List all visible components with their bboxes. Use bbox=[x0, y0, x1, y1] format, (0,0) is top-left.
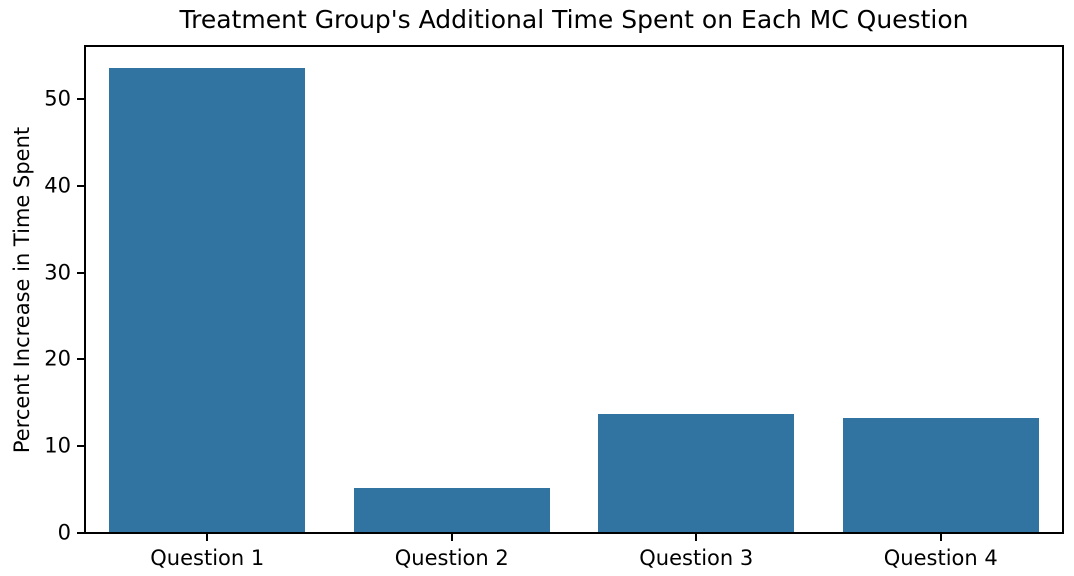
bar-question-3 bbox=[598, 414, 795, 533]
x-tick-label-3: Question 3 bbox=[639, 546, 754, 570]
y-tick-label-10: 10 bbox=[44, 433, 71, 458]
x-tick-mark-4 bbox=[939, 534, 942, 541]
x-tick-mark-1 bbox=[206, 534, 209, 541]
y-tick-mark-50 bbox=[77, 97, 84, 100]
bar-question-1 bbox=[109, 67, 306, 533]
x-tick-label-1: Question 1 bbox=[150, 546, 265, 570]
x-tick-mark-2 bbox=[450, 534, 453, 541]
x-tick-label-4: Question 4 bbox=[883, 546, 998, 570]
y-tick-mark-0 bbox=[77, 532, 84, 534]
plot-area: 0 10 20 30 40 50 Question 1 Question 2 Question … bbox=[44, 45, 1064, 570]
y-tick-label-50: 50 bbox=[44, 86, 71, 111]
y-tick-mark-40 bbox=[77, 184, 84, 187]
y-tick-label-40: 40 bbox=[44, 173, 71, 198]
y-tick-mark-20 bbox=[77, 358, 84, 361]
y-tick-label-30: 30 bbox=[44, 260, 71, 285]
y-tick-label-0: 0 bbox=[57, 520, 71, 545]
y-tick-mark-30 bbox=[77, 271, 84, 274]
y-axis-label: Percent Increase in Time Spent bbox=[10, 126, 34, 454]
x-tick-mark-3 bbox=[695, 534, 698, 541]
y-tick-mark-10 bbox=[77, 445, 84, 448]
bar-question-4 bbox=[842, 417, 1039, 533]
y-tick-label-20: 20 bbox=[44, 346, 71, 371]
chart-title: Treatment Group's Additional Time Spent … bbox=[179, 5, 969, 34]
x-tick-label-2: Question 2 bbox=[394, 546, 509, 570]
bar-question-2 bbox=[353, 487, 550, 533]
